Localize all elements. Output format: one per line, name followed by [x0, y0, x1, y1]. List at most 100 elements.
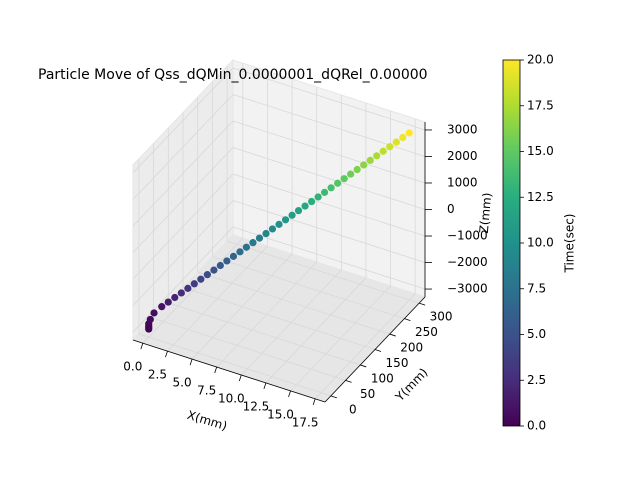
x-axis-label: X(mm) [186, 408, 229, 433]
y-tick-label: 250 [415, 325, 438, 339]
x-tick [214, 366, 218, 374]
x-axis-line [132, 339, 326, 403]
point [236, 248, 244, 256]
point [150, 309, 158, 317]
x-tick [165, 351, 168, 358]
grid-line [197, 271, 390, 335]
point [314, 193, 322, 201]
point [223, 257, 231, 265]
grid-line [132, 200, 234, 306]
y-tick-label: 50 [360, 387, 375, 401]
x-tick-label: 0.0 [123, 360, 142, 374]
grid-line [232, 226, 426, 290]
y-tick [389, 333, 396, 337]
grid-line [232, 200, 426, 263]
y-tick-label: 150 [386, 356, 409, 370]
colorbar-tick-label: 17.5 [527, 98, 554, 112]
grid-line [168, 302, 361, 366]
colorbar-tick-label: 10.0 [527, 236, 554, 250]
grid-line [226, 240, 420, 304]
grid-line [132, 120, 234, 227]
grid-line [232, 120, 426, 184]
point [210, 266, 218, 274]
colorbar-tick-label: 7.5 [527, 281, 546, 295]
y-tick-label: 200 [400, 341, 423, 355]
point [242, 243, 251, 251]
grid-line [132, 67, 234, 174]
grid-line [153, 318, 346, 381]
point [255, 234, 264, 242]
point [164, 298, 172, 306]
colorbar-tick-label: 20.0 [527, 53, 554, 67]
point [379, 147, 387, 155]
point [146, 315, 154, 324]
colorbar-label: Time(sec) [563, 214, 577, 274]
z-tick-label: 2000 [447, 149, 478, 163]
grid-line [132, 173, 234, 280]
point [405, 129, 413, 137]
y-tick [360, 364, 367, 368]
point [171, 293, 179, 302]
x-tick-label: 2.5 [148, 368, 167, 382]
point [203, 271, 211, 279]
colorbar [502, 59, 521, 427]
point [347, 170, 355, 178]
point [320, 188, 329, 196]
grid-line [232, 147, 426, 210]
y-tick [418, 302, 426, 306]
colorbar-tick-label: 15.0 [527, 144, 554, 158]
point [275, 220, 283, 228]
z-tick-label: 0 [447, 202, 455, 216]
point [353, 165, 361, 174]
y-tick-label: 0 [349, 402, 357, 416]
point [386, 143, 394, 151]
grid-line [232, 67, 426, 131]
y-tick-label: 300 [430, 310, 453, 324]
z-axis-label: Z(mm) [477, 192, 495, 234]
point [301, 202, 309, 210]
point [366, 156, 374, 164]
y-axis-line [324, 296, 426, 403]
x-tick-label: 15.0 [267, 407, 294, 421]
point [340, 175, 348, 183]
z-tick-label: −2000 [447, 255, 488, 269]
x-tick-label: 10.0 [218, 391, 245, 405]
grid-line [212, 256, 405, 319]
point [158, 303, 166, 311]
point [399, 133, 407, 142]
point [360, 161, 368, 169]
plot-area [145, 129, 413, 333]
x-tick-label: 5.0 [173, 376, 192, 390]
x-tick [238, 374, 242, 382]
colorbar-tick-label: 0.0 [527, 419, 546, 433]
point [288, 211, 296, 219]
point [294, 207, 303, 215]
x-tick [312, 398, 316, 405]
grid-line [132, 226, 234, 333]
point [307, 197, 316, 206]
point [184, 284, 192, 292]
y-tick [404, 318, 411, 321]
colorbar-tick-label: 5.0 [527, 327, 546, 341]
y-tick [374, 349, 382, 352]
point [229, 252, 238, 260]
colorbar-tick-label: 2.5 [527, 373, 546, 387]
point [327, 184, 335, 192]
point [249, 239, 257, 247]
z-tick-label: −3000 [447, 282, 488, 296]
y-axis-label: Y(mm) [392, 365, 431, 404]
x-tick [288, 390, 291, 397]
point [268, 225, 277, 233]
z-tick-label: −1000 [447, 229, 488, 243]
grid-line [232, 173, 426, 237]
x-tick-label: 7.5 [197, 384, 216, 398]
x-tick-label: 12.5 [243, 399, 270, 413]
point [334, 179, 342, 187]
point [281, 216, 290, 224]
point [216, 261, 224, 270]
chart-title: Particle Move of Qss_dQMin_0.0000001_dQR… [38, 67, 428, 83]
point [392, 138, 400, 146]
point [373, 152, 381, 160]
x-tick [263, 382, 267, 390]
